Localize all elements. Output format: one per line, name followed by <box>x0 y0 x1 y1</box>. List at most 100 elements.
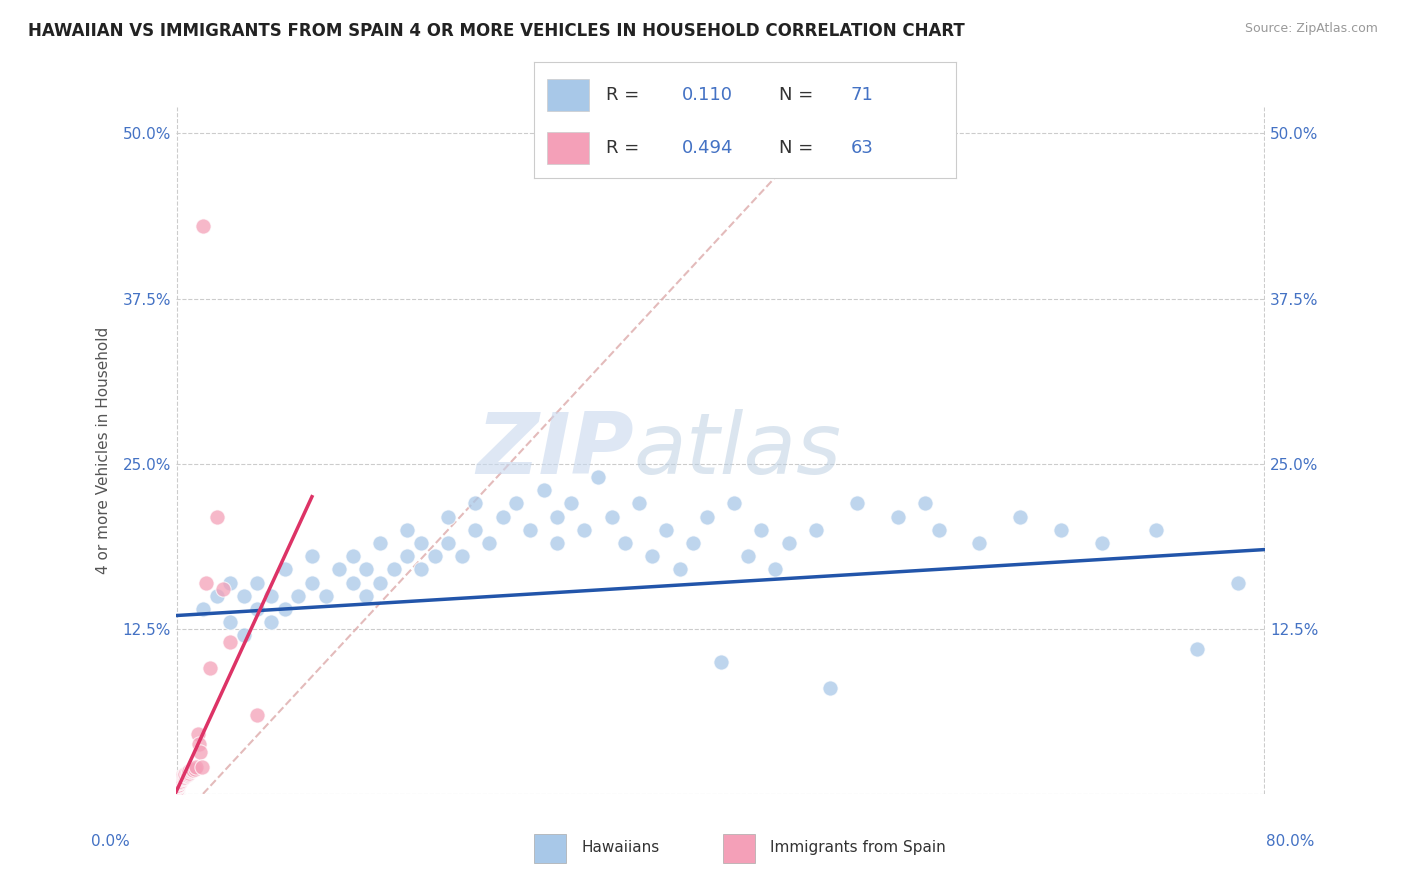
Point <box>232 589 254 603</box>
Point <box>166 786 188 800</box>
Point <box>914 496 936 510</box>
Point <box>174 767 197 781</box>
Text: N =: N = <box>779 86 818 103</box>
Point <box>167 773 190 788</box>
Point <box>186 727 209 741</box>
Point <box>423 549 446 563</box>
Point <box>342 575 364 590</box>
Point <box>205 509 228 524</box>
Point <box>166 778 188 792</box>
Point <box>172 768 194 782</box>
Point <box>232 628 254 642</box>
Point <box>246 707 269 722</box>
Point <box>191 219 214 233</box>
Point <box>219 575 242 590</box>
Point <box>396 523 419 537</box>
Point <box>492 509 515 524</box>
Point <box>1144 523 1167 537</box>
Point <box>586 470 609 484</box>
Point <box>184 762 207 776</box>
Point <box>356 562 378 576</box>
Point <box>260 589 283 603</box>
Point <box>179 764 201 779</box>
Point <box>166 787 188 801</box>
Point <box>167 772 190 787</box>
Point <box>928 523 950 537</box>
Point <box>170 772 193 787</box>
Point <box>437 509 460 524</box>
Point <box>696 509 718 524</box>
Text: 0.110: 0.110 <box>682 86 733 103</box>
Point <box>886 509 908 524</box>
Point <box>437 536 460 550</box>
Point <box>173 770 195 784</box>
Point <box>668 562 690 576</box>
FancyBboxPatch shape <box>534 834 565 863</box>
Point <box>969 536 991 550</box>
Text: 0.0%: 0.0% <box>91 834 131 849</box>
Point <box>342 549 364 563</box>
Point <box>546 509 568 524</box>
Point <box>167 778 190 792</box>
Point <box>176 768 198 782</box>
Point <box>166 776 188 790</box>
Text: atlas: atlas <box>633 409 841 492</box>
Point <box>172 771 194 785</box>
Point <box>172 770 194 784</box>
Point <box>166 780 188 795</box>
Text: 71: 71 <box>851 86 873 103</box>
Y-axis label: 4 or more Vehicles in Household: 4 or more Vehicles in Household <box>96 326 111 574</box>
Point <box>191 602 214 616</box>
Point <box>1010 509 1032 524</box>
Point <box>167 776 190 790</box>
Point <box>737 549 759 563</box>
Point <box>382 562 405 576</box>
Point <box>478 536 501 550</box>
Point <box>655 523 678 537</box>
Point <box>177 767 200 781</box>
Point <box>409 536 432 550</box>
Text: R =: R = <box>606 86 645 103</box>
Point <box>183 763 205 777</box>
Point <box>260 615 283 630</box>
FancyBboxPatch shape <box>547 78 589 112</box>
Point <box>166 783 188 797</box>
Text: 80.0%: 80.0% <box>1267 834 1315 849</box>
Point <box>723 496 745 510</box>
Point <box>198 661 221 675</box>
Point <box>1227 575 1250 590</box>
Point <box>818 681 841 696</box>
Text: Hawaiians: Hawaiians <box>582 840 659 855</box>
Text: Source: ZipAtlas.com: Source: ZipAtlas.com <box>1244 22 1378 36</box>
Point <box>179 765 201 780</box>
Point <box>166 786 188 800</box>
Point <box>219 615 242 630</box>
Point <box>301 575 323 590</box>
Point <box>166 781 188 796</box>
Point <box>450 549 472 563</box>
Text: Immigrants from Spain: Immigrants from Spain <box>770 840 946 855</box>
Text: 63: 63 <box>851 139 873 157</box>
Point <box>274 602 297 616</box>
Point <box>166 781 188 796</box>
Point <box>166 784 188 798</box>
Point <box>166 778 188 792</box>
Point <box>301 549 323 563</box>
Point <box>166 780 188 795</box>
FancyBboxPatch shape <box>723 834 755 863</box>
Point <box>190 760 212 774</box>
Point <box>315 589 337 603</box>
Point <box>219 635 242 649</box>
Point <box>166 784 188 798</box>
Point <box>368 536 391 550</box>
Point <box>180 764 202 779</box>
Text: 0.494: 0.494 <box>682 139 734 157</box>
Point <box>166 781 188 796</box>
Point <box>627 496 650 510</box>
Point <box>763 562 786 576</box>
Point <box>409 562 432 576</box>
Point <box>246 575 269 590</box>
Point <box>170 771 193 785</box>
Point <box>574 523 596 537</box>
Point <box>287 589 309 603</box>
